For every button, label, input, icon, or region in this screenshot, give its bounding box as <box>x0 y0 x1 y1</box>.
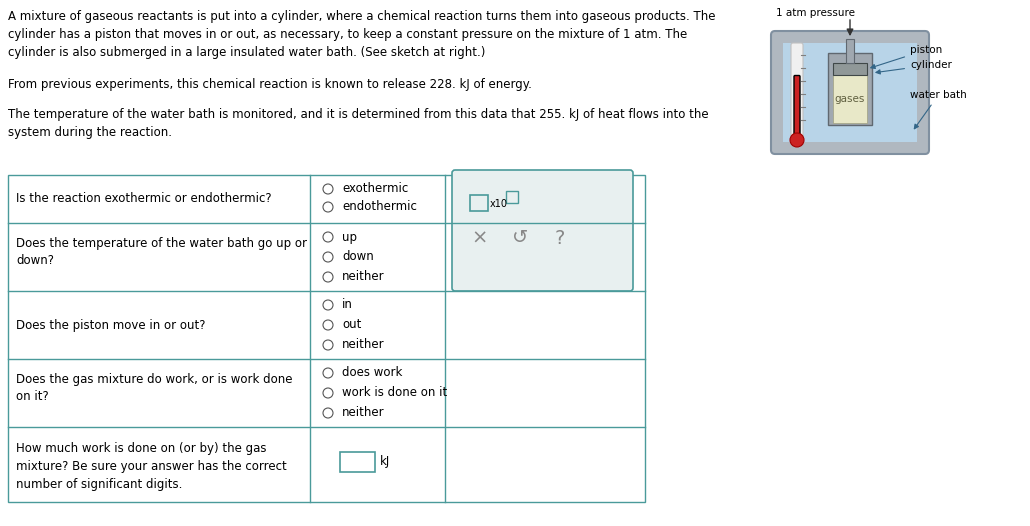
Text: ↺: ↺ <box>512 228 528 248</box>
Bar <box>470 195 488 211</box>
Text: work is done on it: work is done on it <box>342 387 447 400</box>
Text: water bath: water bath <box>909 90 967 129</box>
Text: neither: neither <box>342 407 384 420</box>
Text: neither: neither <box>342 339 384 351</box>
Text: piston: piston <box>870 45 942 68</box>
Text: exothermic: exothermic <box>342 183 408 196</box>
Bar <box>833 75 867 123</box>
Text: endothermic: endothermic <box>342 200 417 214</box>
FancyBboxPatch shape <box>791 43 803 137</box>
Bar <box>506 191 518 203</box>
Text: 1 atm pressure: 1 atm pressure <box>776 8 855 18</box>
Text: Is the reaction exothermic or endothermic?: Is the reaction exothermic or endothermi… <box>16 193 272 206</box>
Text: The temperature of the water bath is monitored, and it is determined from this d: The temperature of the water bath is mon… <box>8 108 709 139</box>
Text: neither: neither <box>342 270 384 284</box>
FancyBboxPatch shape <box>794 76 800 136</box>
Circle shape <box>790 133 804 147</box>
Bar <box>783 43 917 142</box>
Text: Does the temperature of the water bath go up or
down?: Does the temperature of the water bath g… <box>16 237 307 268</box>
Bar <box>8 175 645 502</box>
Text: up: up <box>342 230 357 244</box>
Bar <box>846 39 854 63</box>
Text: cylinder: cylinder <box>876 60 952 74</box>
Text: ×: × <box>472 228 488 248</box>
Text: down: down <box>342 250 374 264</box>
Text: kJ: kJ <box>380 456 390 469</box>
Text: in: in <box>342 298 353 311</box>
FancyBboxPatch shape <box>452 170 633 291</box>
Text: out: out <box>342 319 362 331</box>
Bar <box>828 53 872 125</box>
Text: x10: x10 <box>490 199 508 209</box>
FancyBboxPatch shape <box>771 31 929 154</box>
Text: From previous experiments, this chemical reaction is known to release 228. kJ of: From previous experiments, this chemical… <box>8 78 531 91</box>
Text: Does the gas mixture do work, or is work done
on it?: Does the gas mixture do work, or is work… <box>16 372 293 403</box>
Text: does work: does work <box>342 367 403 379</box>
Bar <box>833 63 867 75</box>
Text: Does the piston move in or out?: Does the piston move in or out? <box>16 319 206 331</box>
Bar <box>340 452 375 472</box>
Text: How much work is done on (or by) the gas
mixture? Be sure your answer has the co: How much work is done on (or by) the gas… <box>16 442 286 491</box>
Text: A mixture of gaseous reactants is put into a cylinder, where a chemical reaction: A mixture of gaseous reactants is put in… <box>8 10 716 59</box>
Text: ?: ? <box>555 228 565 248</box>
Text: gases: gases <box>834 94 865 104</box>
